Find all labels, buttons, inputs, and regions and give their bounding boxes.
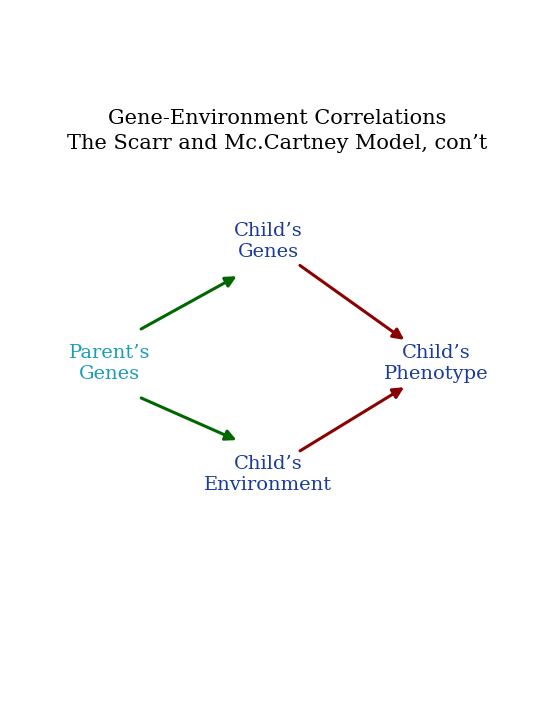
Text: Child’s
Phenotype: Child’s Phenotype [383, 344, 488, 383]
Text: Parent’s
Genes: Parent’s Genes [69, 344, 150, 383]
Text: Child’s
Genes: Child’s Genes [234, 222, 303, 261]
Text: Child’s
Environment: Child’s Environment [204, 455, 333, 494]
Text: Gene-Environment Correlations
The Scarr and Mc.Cartney Model, con’t: Gene-Environment Correlations The Scarr … [66, 109, 487, 153]
